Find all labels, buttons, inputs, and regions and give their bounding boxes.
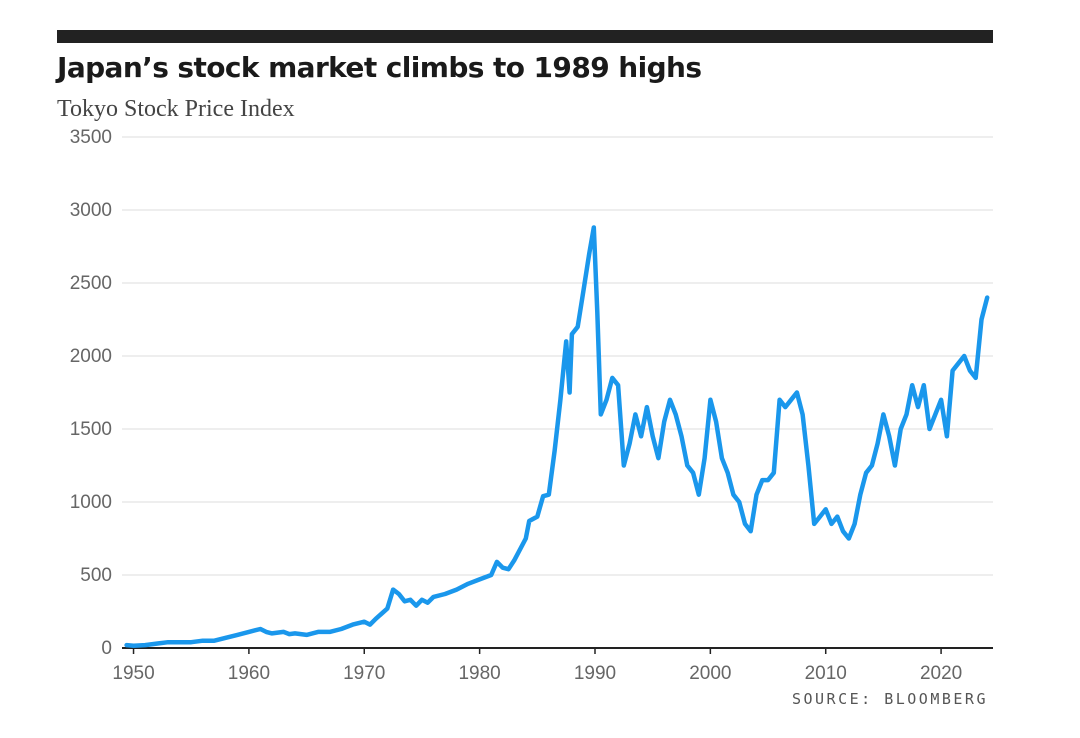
y-tick-label: 500 bbox=[80, 565, 112, 586]
chart-subtitle: Tokyo Stock Price Index bbox=[57, 96, 295, 122]
source-note: SOURCE: BLOOMBERG bbox=[791, 690, 988, 708]
x-tick-label: 1960 bbox=[228, 663, 270, 684]
y-tick-label: 2000 bbox=[70, 346, 112, 367]
chart-title: Japan’s stock market climbs to 1989 high… bbox=[57, 51, 702, 84]
x-tick-label: 1970 bbox=[343, 663, 385, 684]
y-axis-tick-labels: 0 500 1000 1500 2000 2500 3000 3500 bbox=[70, 127, 112, 659]
y-tick-label: 0 bbox=[101, 638, 112, 659]
x-axis: 1950 1960 1970 1980 1990 2000 2010 2020 bbox=[112, 647, 993, 684]
y-tick-label: 2500 bbox=[70, 273, 112, 294]
gridlines bbox=[122, 136, 993, 576]
x-tick-label: 1950 bbox=[112, 663, 154, 684]
y-tick-label: 3000 bbox=[70, 200, 112, 221]
x-tick-label: 2010 bbox=[805, 663, 847, 684]
title-bar bbox=[57, 30, 993, 43]
series-layer bbox=[124, 225, 990, 649]
x-tick-label: 2000 bbox=[689, 663, 731, 684]
series-line-0 bbox=[124, 225, 990, 649]
x-tick-label: 2020 bbox=[920, 663, 962, 684]
y-tick-label: 3500 bbox=[70, 127, 112, 148]
y-tick-label: 1500 bbox=[70, 419, 112, 440]
y-tick-label: 1000 bbox=[70, 492, 112, 513]
x-tick-label: 1980 bbox=[458, 663, 500, 684]
x-tick-label: 1990 bbox=[574, 663, 616, 684]
